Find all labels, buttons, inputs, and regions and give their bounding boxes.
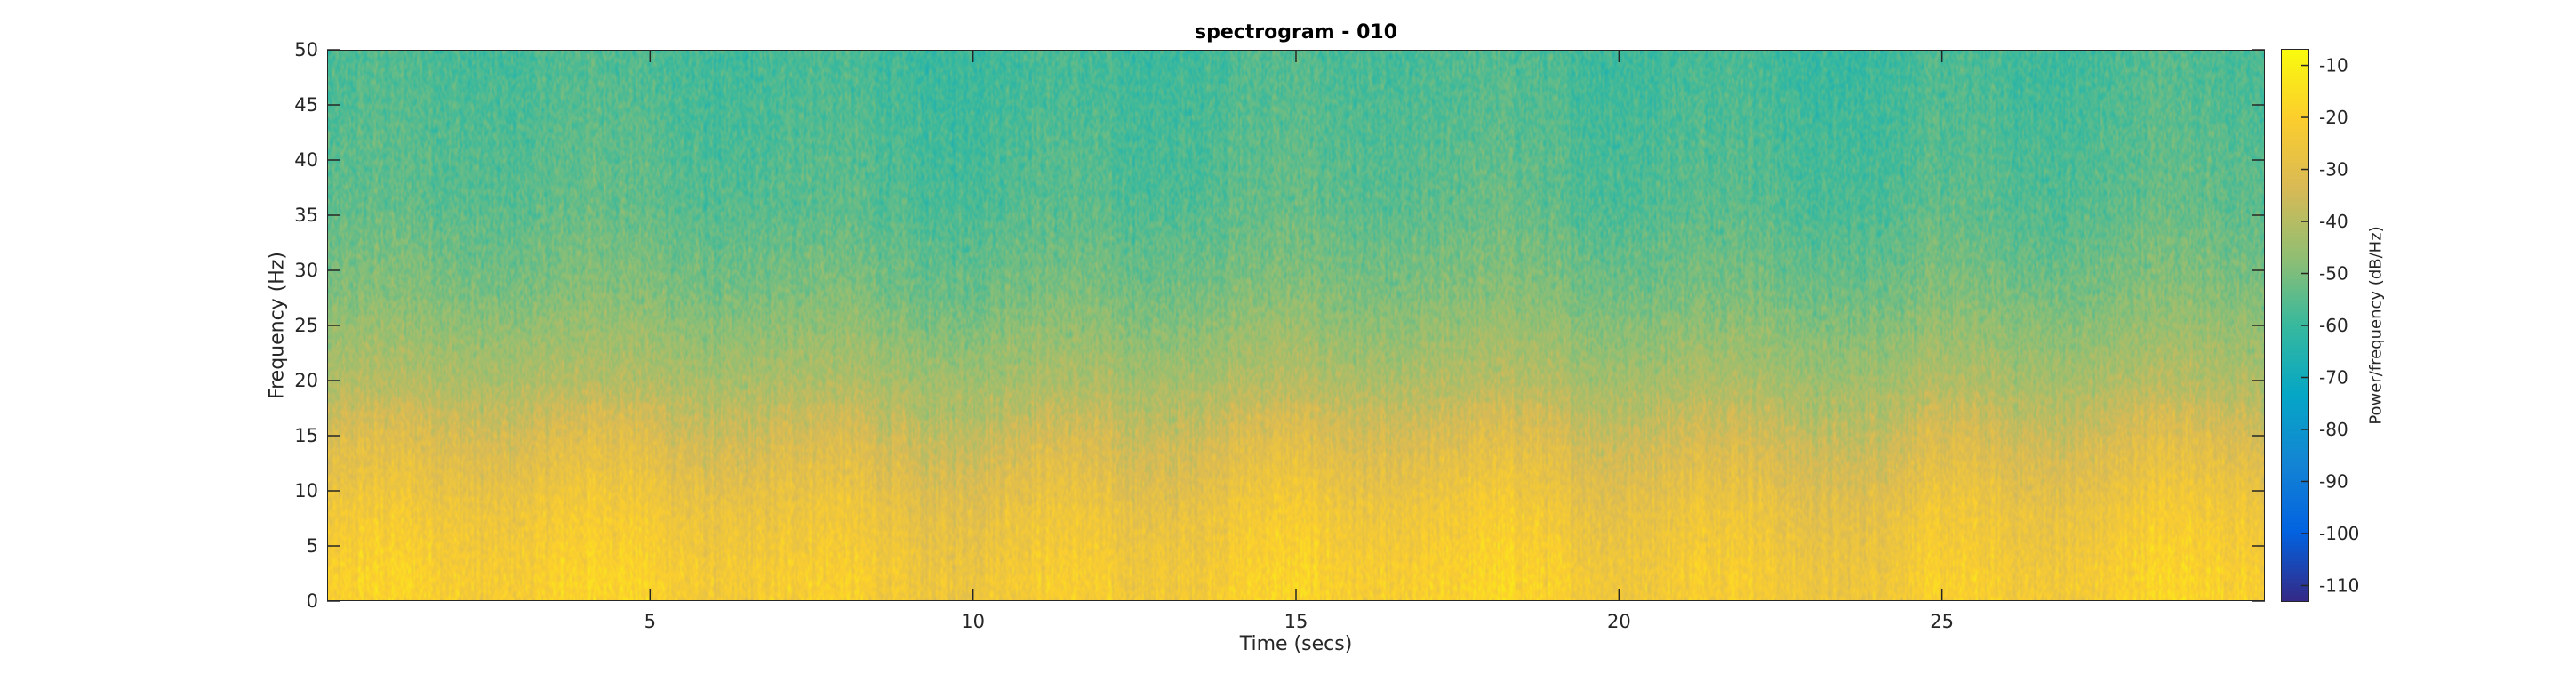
colorbar-tick-label: -100	[2319, 523, 2359, 544]
y-axis-label: Frequency (Hz)	[266, 252, 289, 399]
chart-title: spectrogram - 010	[1194, 21, 1398, 44]
colorbar-tick-label: -80	[2319, 419, 2348, 440]
colorbar-tick-label: -70	[2319, 366, 2348, 388]
colorbar-tick-label: -50	[2319, 263, 2348, 285]
y-tick-label: 0	[307, 590, 318, 612]
y-tick-label: 45	[294, 94, 318, 116]
y-tick-label: 25	[294, 315, 318, 336]
y-tick-label: 20	[294, 370, 318, 391]
y-tick-label: 5	[307, 535, 318, 557]
colorbar-tick-label: -110	[2319, 574, 2359, 596]
y-tick-label: 40	[294, 149, 318, 171]
y-tick-label: 35	[294, 205, 318, 226]
x-tick-label: 5	[644, 611, 656, 632]
x-tick-label: 15	[1284, 611, 1308, 632]
y-tick-label: 10	[294, 480, 318, 501]
colorbar-tick-label: -10	[2319, 55, 2348, 76]
spectrogram-image	[328, 51, 2264, 600]
colorbar-tick-label: -20	[2319, 107, 2348, 128]
colorbar-tick-label: -60	[2319, 315, 2348, 336]
y-tick-label: 30	[294, 260, 318, 281]
colorbar-frame	[2281, 49, 2309, 602]
x-axis-label: Time (secs)	[1239, 633, 1353, 655]
y-tick-label: 15	[294, 425, 318, 446]
colorbar-tick-label: -90	[2319, 470, 2348, 492]
colorbar-label: Power/frequency (dB/Hz)	[2366, 226, 2386, 425]
x-tick-label: 25	[1930, 611, 1954, 632]
x-tick-label: 10	[961, 611, 985, 632]
colorbar-tick-label: -30	[2319, 159, 2348, 181]
y-tick-label: 50	[294, 39, 318, 60]
colorbar-tick-label: -40	[2319, 211, 2348, 232]
x-tick-label: 20	[1607, 611, 1631, 632]
